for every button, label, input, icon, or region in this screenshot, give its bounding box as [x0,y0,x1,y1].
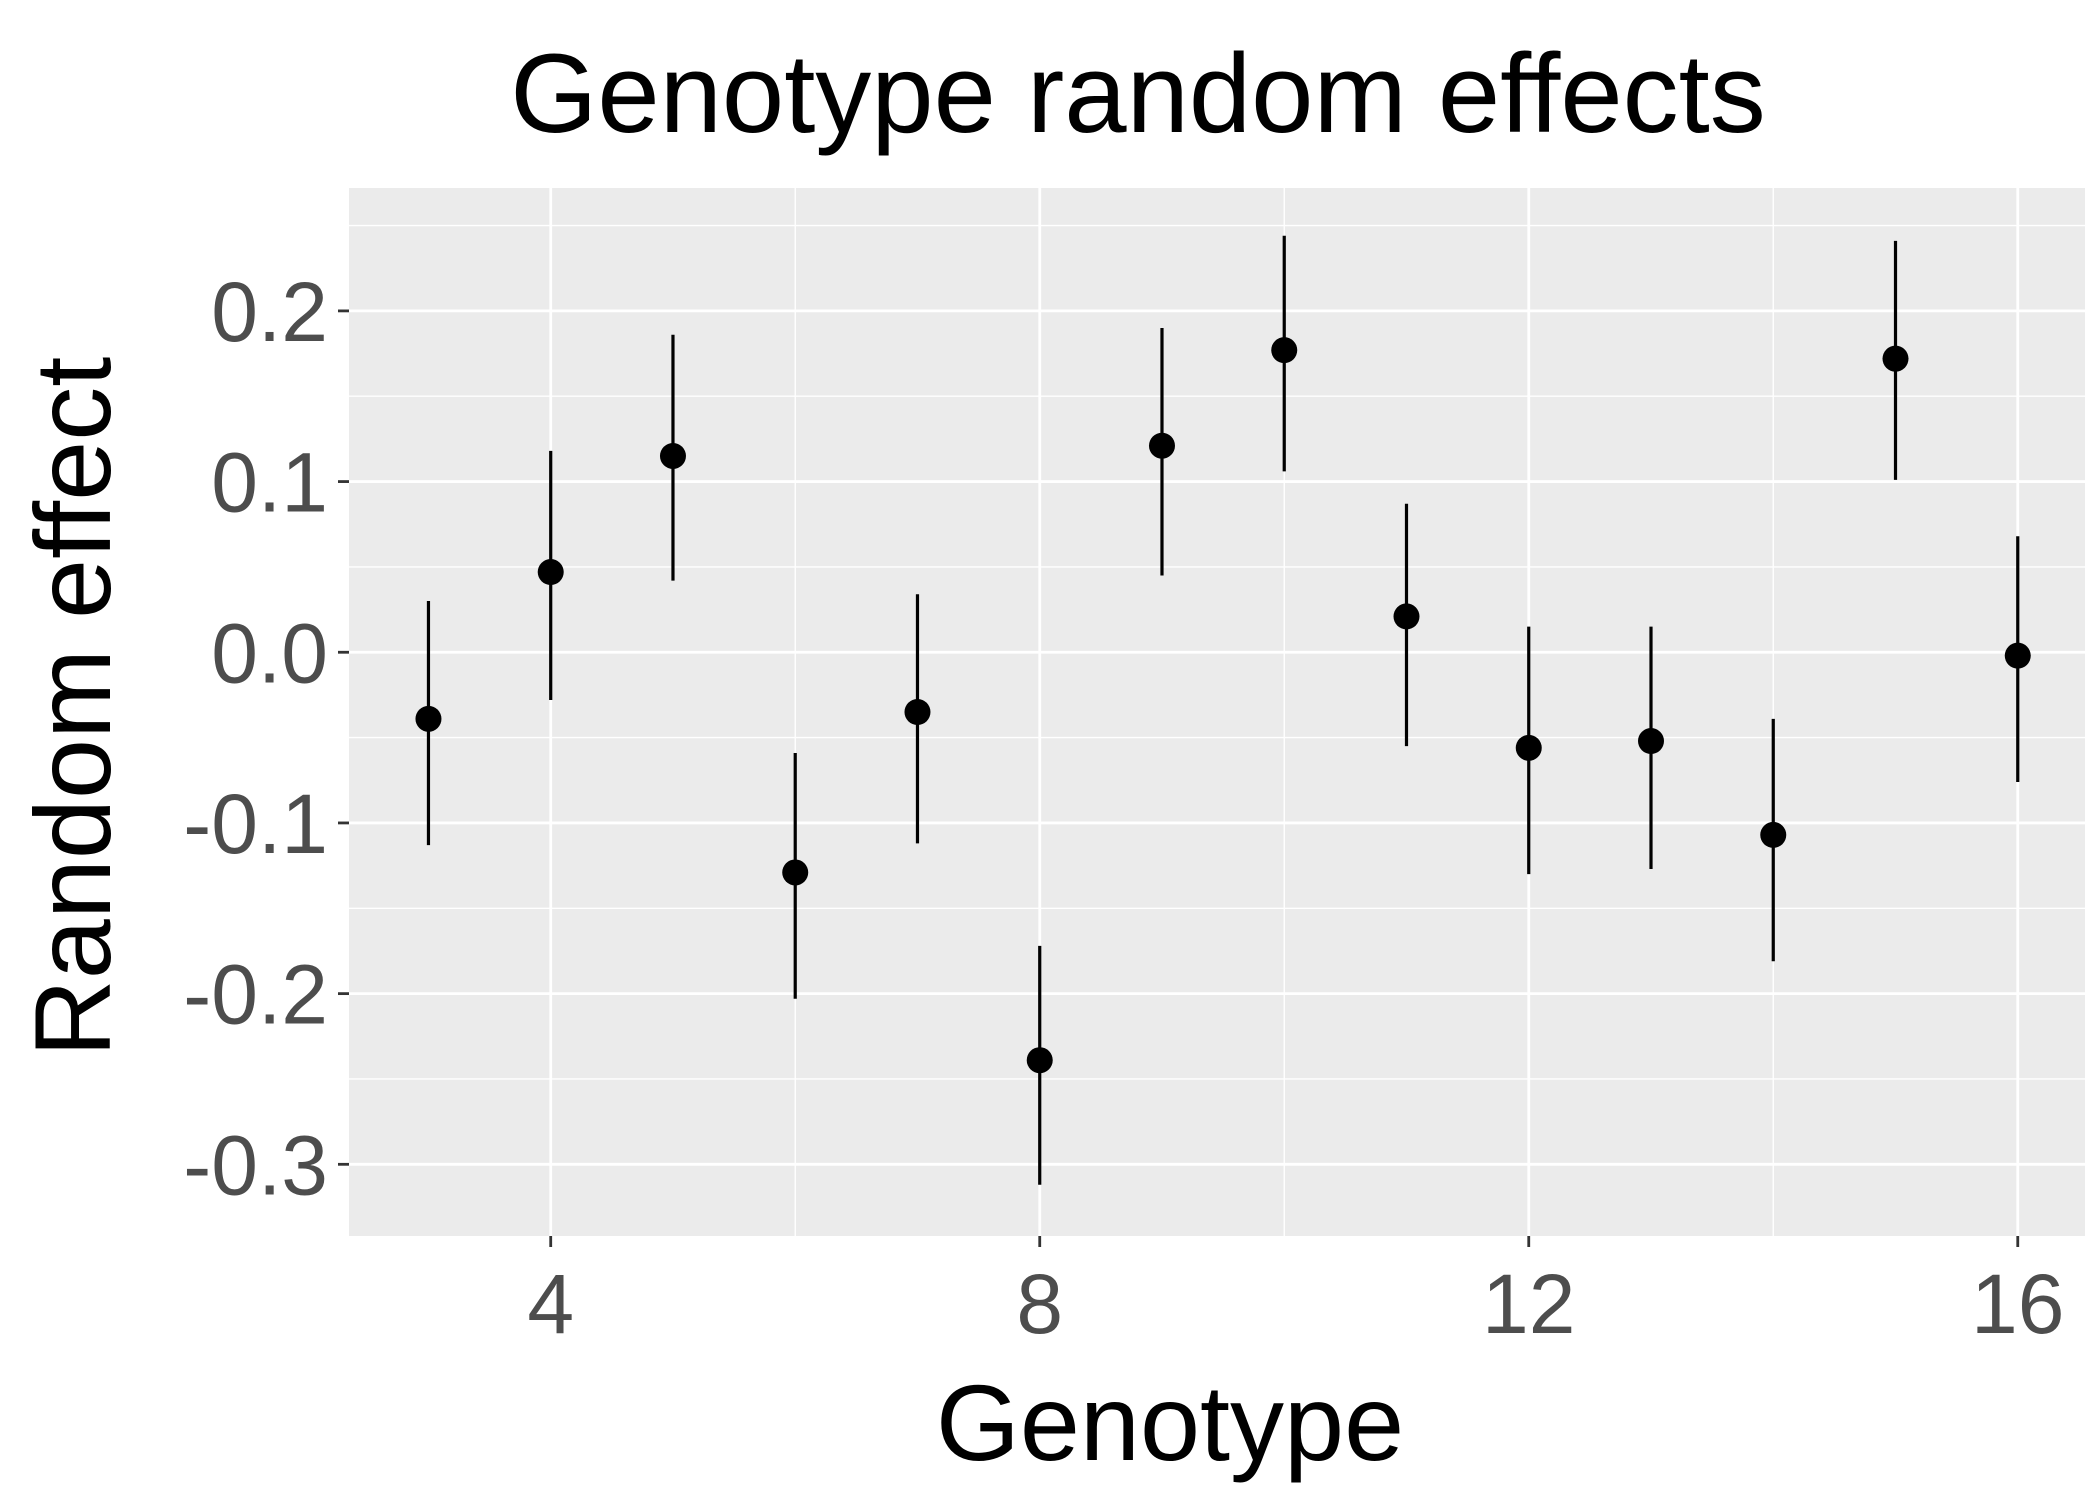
data-point [2004,642,2031,669]
chart-title: Genotype random effects [510,31,1766,156]
data-point [415,705,442,732]
data-point [1148,432,1175,459]
y-tick-label: 0.1 [211,436,328,530]
data-point [537,559,564,586]
data-points [415,337,2031,1074]
x-tick-label: 8 [1016,1257,1063,1351]
data-point [1393,603,1420,630]
y-tick-label: -0.1 [183,777,328,871]
y-axis-label: Random effect [12,357,133,1057]
data-point [1638,728,1664,755]
minor-gridlines [349,188,2085,1236]
data-point [1515,734,1542,761]
data-point [782,859,809,886]
y-axis-ticks: 0.2 0.1 0.0 -0.1 -0.2 -0.3 [183,265,349,1212]
y-tick-label: -0.2 [183,948,328,1042]
y-tick-label: 0.2 [211,265,328,359]
y-tick-label: 0.0 [211,606,328,700]
data-point [1271,337,1298,364]
data-point [1760,821,1787,848]
data-point [1882,345,1909,372]
x-tick-label: 12 [1482,1257,1575,1351]
x-tick-label: 4 [527,1257,574,1351]
x-tick-label: 16 [1971,1257,2064,1351]
plot-panel [349,188,2085,1236]
y-tick-label: -0.3 [183,1118,328,1212]
data-point [659,442,686,469]
data-point [904,699,931,725]
x-axis-ticks: 4 8 12 16 [527,1236,2064,1351]
x-axis-label: Genotype [936,1362,1404,1483]
data-point [1026,1047,1053,1074]
